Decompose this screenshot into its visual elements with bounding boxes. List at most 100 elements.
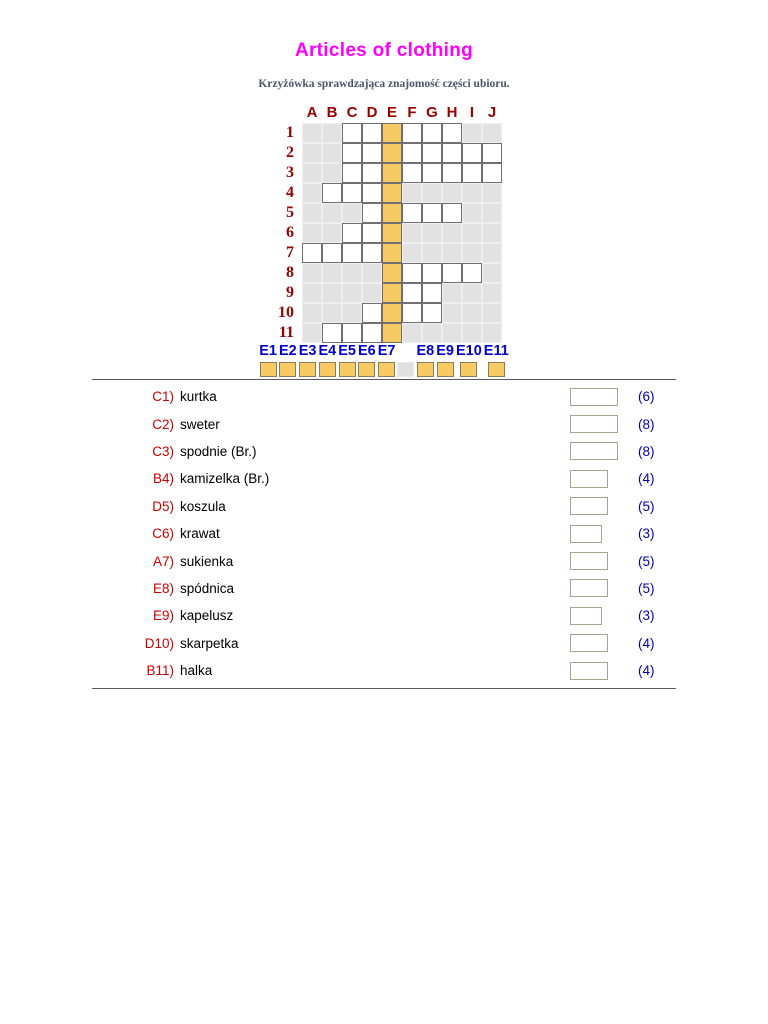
answer-strip-label: E9 bbox=[436, 343, 454, 359]
answer-input[interactable] bbox=[570, 524, 602, 543]
grid-cell bbox=[402, 203, 422, 223]
answer-input[interactable] bbox=[570, 469, 608, 488]
grid-cell-highlight bbox=[382, 263, 402, 283]
grid-cell-empty bbox=[442, 183, 462, 203]
answer-input[interactable] bbox=[570, 579, 608, 598]
clue-row: C3) spodnie (Br.) (8) bbox=[92, 438, 676, 465]
clue-row: A7) sukienka (5) bbox=[92, 547, 676, 574]
grid-cell bbox=[422, 303, 442, 323]
grid-cell bbox=[362, 243, 382, 263]
answer-input[interactable] bbox=[570, 442, 618, 461]
clue-row: C2) sweter (8) bbox=[92, 410, 676, 437]
clue-length-hint: (8) bbox=[638, 416, 655, 432]
grid-cell-empty bbox=[422, 223, 442, 243]
grid-cell-empty bbox=[302, 183, 322, 203]
clue-label: D5) bbox=[152, 498, 174, 514]
clue-length-hint: (4) bbox=[638, 635, 655, 651]
grid-cell bbox=[462, 143, 482, 163]
clue-label: C6) bbox=[152, 526, 174, 542]
grid-cell-empty bbox=[482, 203, 502, 223]
row-number: 2 bbox=[286, 144, 294, 161]
clue-text: sweter bbox=[180, 416, 220, 432]
grid-cell-highlight bbox=[382, 323, 402, 343]
grid-cell bbox=[342, 163, 362, 183]
clue-label: E9) bbox=[152, 608, 174, 624]
row-number: 11 bbox=[278, 324, 294, 341]
clue-label: D10) bbox=[144, 635, 174, 651]
answer-input[interactable] bbox=[570, 387, 618, 406]
grid-cell-empty bbox=[442, 243, 462, 263]
answer-strip-box bbox=[436, 362, 454, 377]
grid-cell bbox=[442, 143, 462, 163]
grid-cell-empty bbox=[482, 283, 502, 303]
answer-input[interactable] bbox=[570, 606, 602, 625]
clue-input-cell bbox=[570, 524, 628, 543]
grid-cell-highlight bbox=[382, 283, 402, 303]
grid-cell bbox=[362, 183, 382, 203]
answer-strip-item: E8 bbox=[415, 344, 435, 377]
grid-cell-empty bbox=[422, 323, 442, 343]
clue-length-hint: (6) bbox=[638, 389, 655, 405]
grid-cell-empty bbox=[342, 303, 362, 323]
answer-strip-box bbox=[416, 362, 434, 377]
grid-cell-empty bbox=[462, 303, 482, 323]
grid-cell-empty bbox=[422, 243, 442, 263]
clue-row: C1) kurtka (6) bbox=[92, 383, 676, 410]
answer-strip-box bbox=[318, 362, 336, 377]
grid-cell-empty bbox=[442, 283, 462, 303]
answer-strip-item: E3 bbox=[298, 344, 318, 377]
grid-cell-empty bbox=[362, 263, 382, 283]
crossword-section: A B C D E F G H I J 1 2 3 4 5 6 7 8 9 10 11 bbox=[0, 103, 768, 343]
clue-text: kapelusz bbox=[180, 608, 234, 624]
grid-cell bbox=[362, 323, 382, 343]
grid-cell-empty bbox=[322, 123, 342, 143]
clue-text: halka bbox=[180, 663, 213, 679]
clue-text: kamizelka (Br.) bbox=[180, 471, 270, 487]
crossword-grid: A B C D E F G H I J 1 2 3 4 5 6 7 8 9 10 11 bbox=[266, 103, 502, 343]
answer-input[interactable] bbox=[570, 552, 608, 571]
grid-cell-highlight bbox=[382, 243, 402, 263]
grid-cell bbox=[342, 183, 362, 203]
clue-row: B4) kamizelka (Br.) (4) bbox=[92, 465, 676, 492]
grid-cell-empty bbox=[302, 263, 322, 283]
grid-cell-empty bbox=[482, 123, 502, 143]
answer-input[interactable] bbox=[570, 634, 608, 653]
clue-label: C1) bbox=[152, 389, 174, 405]
grid-cell bbox=[362, 143, 382, 163]
grid-cell-empty bbox=[402, 183, 422, 203]
grid-cell-highlight bbox=[382, 303, 402, 323]
grid-cell-empty bbox=[482, 223, 502, 243]
grid-cell bbox=[322, 243, 342, 263]
answer-input[interactable] bbox=[570, 415, 618, 434]
clue-text: koszula bbox=[180, 498, 226, 514]
clue-row: D5) koszula (5) bbox=[92, 493, 676, 520]
answer-strip: E1 E2 E3 E4 E5 E6 E7 E8 E9 E10 E11 bbox=[0, 344, 768, 377]
grid-cell-highlight bbox=[382, 143, 402, 163]
answer-input[interactable] bbox=[570, 661, 608, 680]
column-header: F bbox=[407, 104, 417, 121]
answer-strip-item: E6 bbox=[357, 344, 377, 377]
grid-cell-empty bbox=[482, 303, 502, 323]
grid-cell-empty bbox=[422, 183, 442, 203]
grid-cell-empty bbox=[302, 223, 322, 243]
grid-cell-empty bbox=[462, 243, 482, 263]
grid-cell bbox=[402, 303, 422, 323]
column-header: J bbox=[487, 104, 497, 121]
clue-row: C6) krawat (3) bbox=[92, 520, 676, 547]
clue-length-hint: (3) bbox=[638, 608, 655, 624]
grid-cell-empty bbox=[482, 183, 502, 203]
clue-length-hint: (5) bbox=[638, 553, 655, 569]
grid-cell-highlight bbox=[382, 163, 402, 183]
grid-cell bbox=[342, 123, 362, 143]
grid-cell-empty bbox=[302, 123, 322, 143]
grid-cell-empty bbox=[482, 243, 502, 263]
grid-cell-empty bbox=[322, 143, 342, 163]
clue-input-cell bbox=[570, 387, 628, 406]
answer-strip-label: E3 bbox=[298, 343, 317, 359]
grid-cell-empty bbox=[302, 283, 322, 303]
grid-cell-empty bbox=[462, 183, 482, 203]
answer-strip-label: E5 bbox=[338, 343, 356, 359]
answer-input[interactable] bbox=[570, 497, 608, 516]
clue-text: spódnica bbox=[180, 580, 235, 596]
grid-cell-empty bbox=[302, 163, 322, 183]
